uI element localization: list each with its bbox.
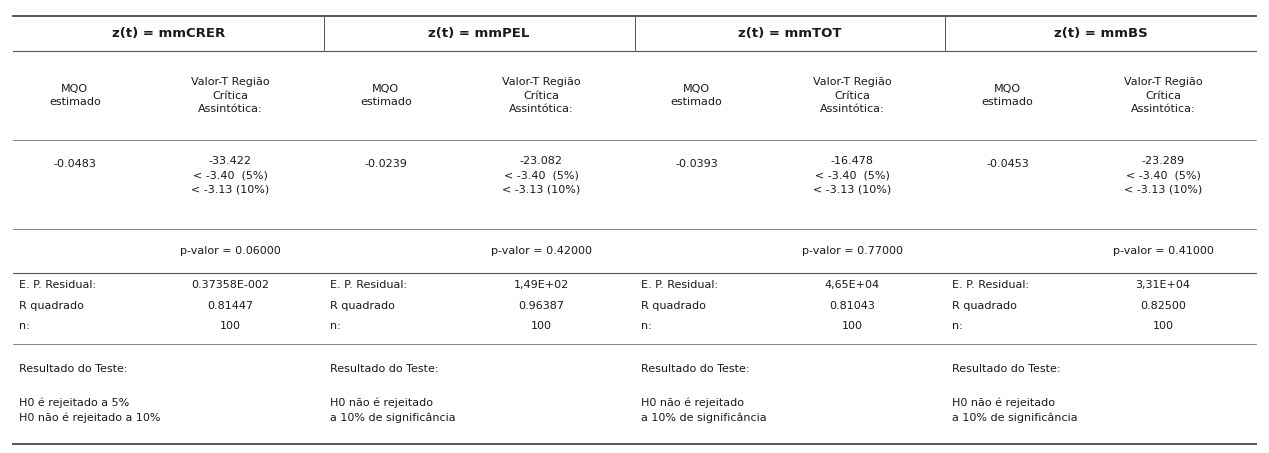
- Text: E. P. Residual:: E. P. Residual:: [330, 280, 407, 290]
- Text: -0.0239: -0.0239: [364, 159, 407, 169]
- Text: MQO
estimado: MQO estimado: [671, 84, 722, 107]
- Text: p-valor = 0.06000: p-valor = 0.06000: [180, 246, 280, 256]
- Text: R quadrado: R quadrado: [330, 301, 395, 311]
- Text: 3,31E+04: 3,31E+04: [1136, 280, 1190, 290]
- Text: E. P. Residual:: E. P. Residual:: [19, 280, 96, 290]
- Text: -0.0393: -0.0393: [675, 159, 718, 169]
- Text: E. P. Residual:: E. P. Residual:: [641, 280, 718, 290]
- Text: 100: 100: [1152, 321, 1174, 331]
- Text: E. P. Residual:: E. P. Residual:: [952, 280, 1029, 290]
- Text: z(t) = mmPEL: z(t) = mmPEL: [429, 27, 529, 40]
- Text: 100: 100: [530, 321, 552, 331]
- Text: Valor-T Região
Crítica
Assintótica:: Valor-T Região Crítica Assintótica:: [503, 77, 580, 114]
- Text: Resultado do Teste:: Resultado do Teste:: [19, 364, 127, 374]
- Text: Valor-T Região
Crítica
Assintótica:: Valor-T Região Crítica Assintótica:: [1124, 77, 1202, 114]
- Text: 0.81447: 0.81447: [207, 301, 254, 311]
- Text: Resultado do Teste:: Resultado do Teste:: [330, 364, 438, 374]
- Text: z(t) = mmCRER: z(t) = mmCRER: [112, 27, 225, 40]
- Text: p-valor = 0.77000: p-valor = 0.77000: [802, 246, 902, 256]
- Text: Valor-T Região
Crítica
Assintótica:: Valor-T Região Crítica Assintótica:: [192, 77, 269, 114]
- Text: p-valor = 0.42000: p-valor = 0.42000: [491, 246, 591, 256]
- Text: -0.0483: -0.0483: [53, 159, 96, 169]
- Text: R quadrado: R quadrado: [19, 301, 84, 311]
- Text: 100: 100: [841, 321, 863, 331]
- Text: H0 não é rejeitado
a 10% de significância: H0 não é rejeitado a 10% de significânci…: [330, 397, 456, 423]
- Text: H0 não é rejeitado
a 10% de significância: H0 não é rejeitado a 10% de significânci…: [952, 397, 1077, 423]
- Text: 0.82500: 0.82500: [1140, 301, 1187, 311]
- Text: n:: n:: [641, 321, 651, 331]
- Text: MQO
estimado: MQO estimado: [982, 84, 1033, 107]
- Text: R quadrado: R quadrado: [952, 301, 1016, 311]
- Text: Resultado do Teste:: Resultado do Teste:: [952, 364, 1060, 374]
- Text: n:: n:: [952, 321, 962, 331]
- Text: 4,65E+04: 4,65E+04: [825, 280, 879, 290]
- Text: Resultado do Teste:: Resultado do Teste:: [641, 364, 749, 374]
- Text: H0 é rejeitado a 5%
H0 não é rejeitado a 10%: H0 é rejeitado a 5% H0 não é rejeitado a…: [19, 397, 160, 423]
- Text: MQO
estimado: MQO estimado: [360, 84, 411, 107]
- Text: n:: n:: [330, 321, 340, 331]
- Text: 0.96387: 0.96387: [518, 301, 565, 311]
- Text: -0.0453: -0.0453: [986, 159, 1029, 169]
- Text: -23.289
< -3.40  (5%)
< -3.13 (10%): -23.289 < -3.40 (5%) < -3.13 (10%): [1124, 156, 1202, 194]
- Text: 0.81043: 0.81043: [829, 301, 876, 311]
- Text: Valor-T Região
Crítica
Assintótica:: Valor-T Região Crítica Assintótica:: [813, 77, 891, 114]
- Text: z(t) = mmTOT: z(t) = mmTOT: [739, 27, 841, 40]
- Text: -16.478
< -3.40  (5%)
< -3.13 (10%): -16.478 < -3.40 (5%) < -3.13 (10%): [813, 156, 891, 194]
- Text: z(t) = mmBS: z(t) = mmBS: [1055, 27, 1147, 40]
- Text: -33.422
< -3.40  (5%)
< -3.13 (10%): -33.422 < -3.40 (5%) < -3.13 (10%): [192, 156, 269, 194]
- Text: R quadrado: R quadrado: [641, 301, 706, 311]
- Text: 1,49E+02: 1,49E+02: [514, 280, 569, 290]
- Text: MQO
estimado: MQO estimado: [49, 84, 100, 107]
- Text: 0.37358E-002: 0.37358E-002: [192, 280, 269, 290]
- Text: n:: n:: [19, 321, 29, 331]
- Text: p-valor = 0.41000: p-valor = 0.41000: [1113, 246, 1213, 256]
- Text: -23.082
< -3.40  (5%)
< -3.13 (10%): -23.082 < -3.40 (5%) < -3.13 (10%): [503, 156, 580, 194]
- Text: H0 não é rejeitado
a 10% de significância: H0 não é rejeitado a 10% de significânci…: [641, 397, 766, 423]
- Text: 100: 100: [220, 321, 241, 331]
